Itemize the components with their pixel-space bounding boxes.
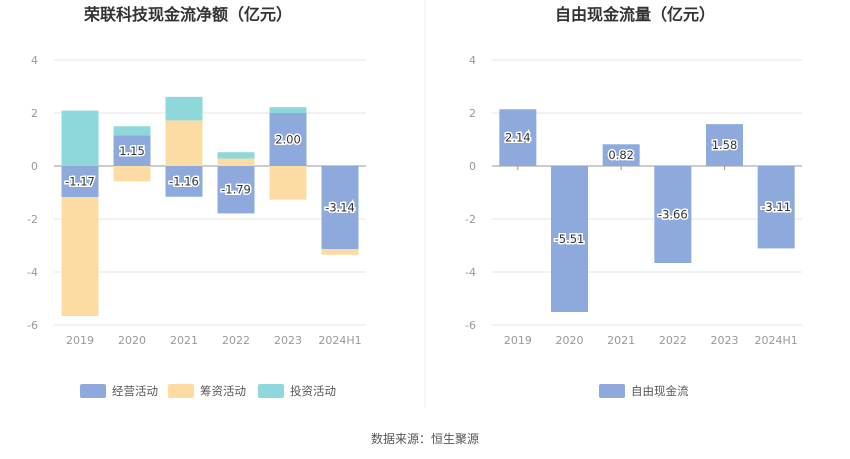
x-tick-label: 2021: [170, 334, 198, 347]
cashflow-net-chart: 荣联科技现金流净额（亿元） 4 2 0 -2 -4 -6 2019 2020 2021 2022 20…: [27, 5, 366, 398]
x-tick-label: 2024H1: [755, 334, 798, 347]
y-tick-label: 0: [469, 160, 476, 173]
bar-series-2: [269, 107, 307, 113]
bar-series-2: [61, 110, 99, 166]
data-label: -3.14: [325, 201, 355, 215]
x-tick-label: 2019: [66, 334, 94, 347]
bar-primary: [269, 113, 307, 166]
bar-series-1: [165, 120, 203, 166]
y-tick-label: -6: [465, 319, 476, 332]
bar-primary: [61, 166, 99, 198]
bar-primary: [217, 166, 255, 214]
bar-primary: [165, 166, 203, 197]
bar-primary: [654, 166, 692, 263]
legend-swatch[interactable]: [168, 384, 194, 398]
bar-series-1: [269, 166, 307, 200]
y-tick-label: 4: [469, 54, 476, 67]
data-label: 2.14: [505, 131, 531, 145]
data-label: -3.66: [658, 207, 688, 221]
bar-series-1: [61, 197, 99, 316]
bar-primary: [706, 124, 743, 166]
data-label: -1.17: [65, 175, 95, 189]
data-label: 1.15: [119, 144, 145, 158]
legend-label[interactable]: 自由现金流: [631, 384, 689, 398]
x-tick-label: 2020: [118, 334, 146, 347]
legend-label[interactable]: 筹资活动: [200, 384, 246, 398]
legend-label[interactable]: 投资活动: [290, 384, 336, 398]
y-tick-label: 0: [31, 160, 38, 173]
bar-series-2: [113, 126, 151, 136]
data-label: -1.79: [221, 183, 251, 197]
x-tick-label: 2022: [659, 334, 687, 347]
x-tick-label: 2024H1: [318, 334, 361, 347]
legend-label[interactable]: 经营活动: [112, 384, 158, 398]
bar-primary: [757, 166, 795, 249]
bar-primary: [551, 166, 588, 313]
x-tick-label: 2023: [274, 334, 302, 347]
bar-series-1: [321, 249, 359, 255]
bar-primary: [321, 166, 359, 250]
bar-primary: [602, 144, 640, 166]
y-tick-label: 2: [469, 107, 476, 120]
x-tick-label: 2019: [504, 334, 532, 347]
bar-series-1: [217, 158, 255, 166]
legend-swatch[interactable]: [258, 384, 284, 398]
data-label: -3.11: [761, 200, 791, 214]
y-tick-label: -2: [27, 213, 38, 226]
data-label: 1.58: [712, 138, 738, 152]
bar-series-1: [113, 166, 151, 182]
y-tick-label: 2: [31, 107, 38, 120]
bar-series-2: [165, 96, 203, 121]
y-tick-label: 4: [31, 54, 38, 67]
y-tick-label: -4: [27, 266, 38, 279]
y-tick-label: -2: [465, 213, 476, 226]
free-cashflow-chart: 自由现金流量（亿元） 4 2 0 -2 -4 -6 2019 2020 2021 2022 2023 2…: [465, 5, 802, 398]
y-tick-label: -6: [27, 319, 38, 332]
data-label: 2.00: [275, 133, 301, 147]
x-tick-label: 2023: [711, 334, 739, 347]
chart-title: 荣联科技现金流净额（亿元）: [83, 5, 292, 24]
data-label: -5.51: [555, 232, 585, 246]
source-note: 数据来源：恒生聚源: [371, 431, 479, 446]
bar-series-2: [217, 152, 255, 159]
legend-swatch[interactable]: [599, 384, 625, 398]
x-tick-label: 2021: [607, 334, 635, 347]
x-tick-label: 2020: [556, 334, 584, 347]
x-tick-label: 2022: [222, 334, 250, 347]
data-label: -1.16: [169, 174, 199, 188]
bar-primary: [113, 135, 151, 166]
data-label: 0.82: [608, 148, 634, 162]
chart-title: 自由现金流量（亿元）: [555, 5, 715, 24]
bar-primary: [499, 109, 537, 166]
y-tick-label: -4: [465, 266, 476, 279]
legend-swatch[interactable]: [80, 384, 106, 398]
